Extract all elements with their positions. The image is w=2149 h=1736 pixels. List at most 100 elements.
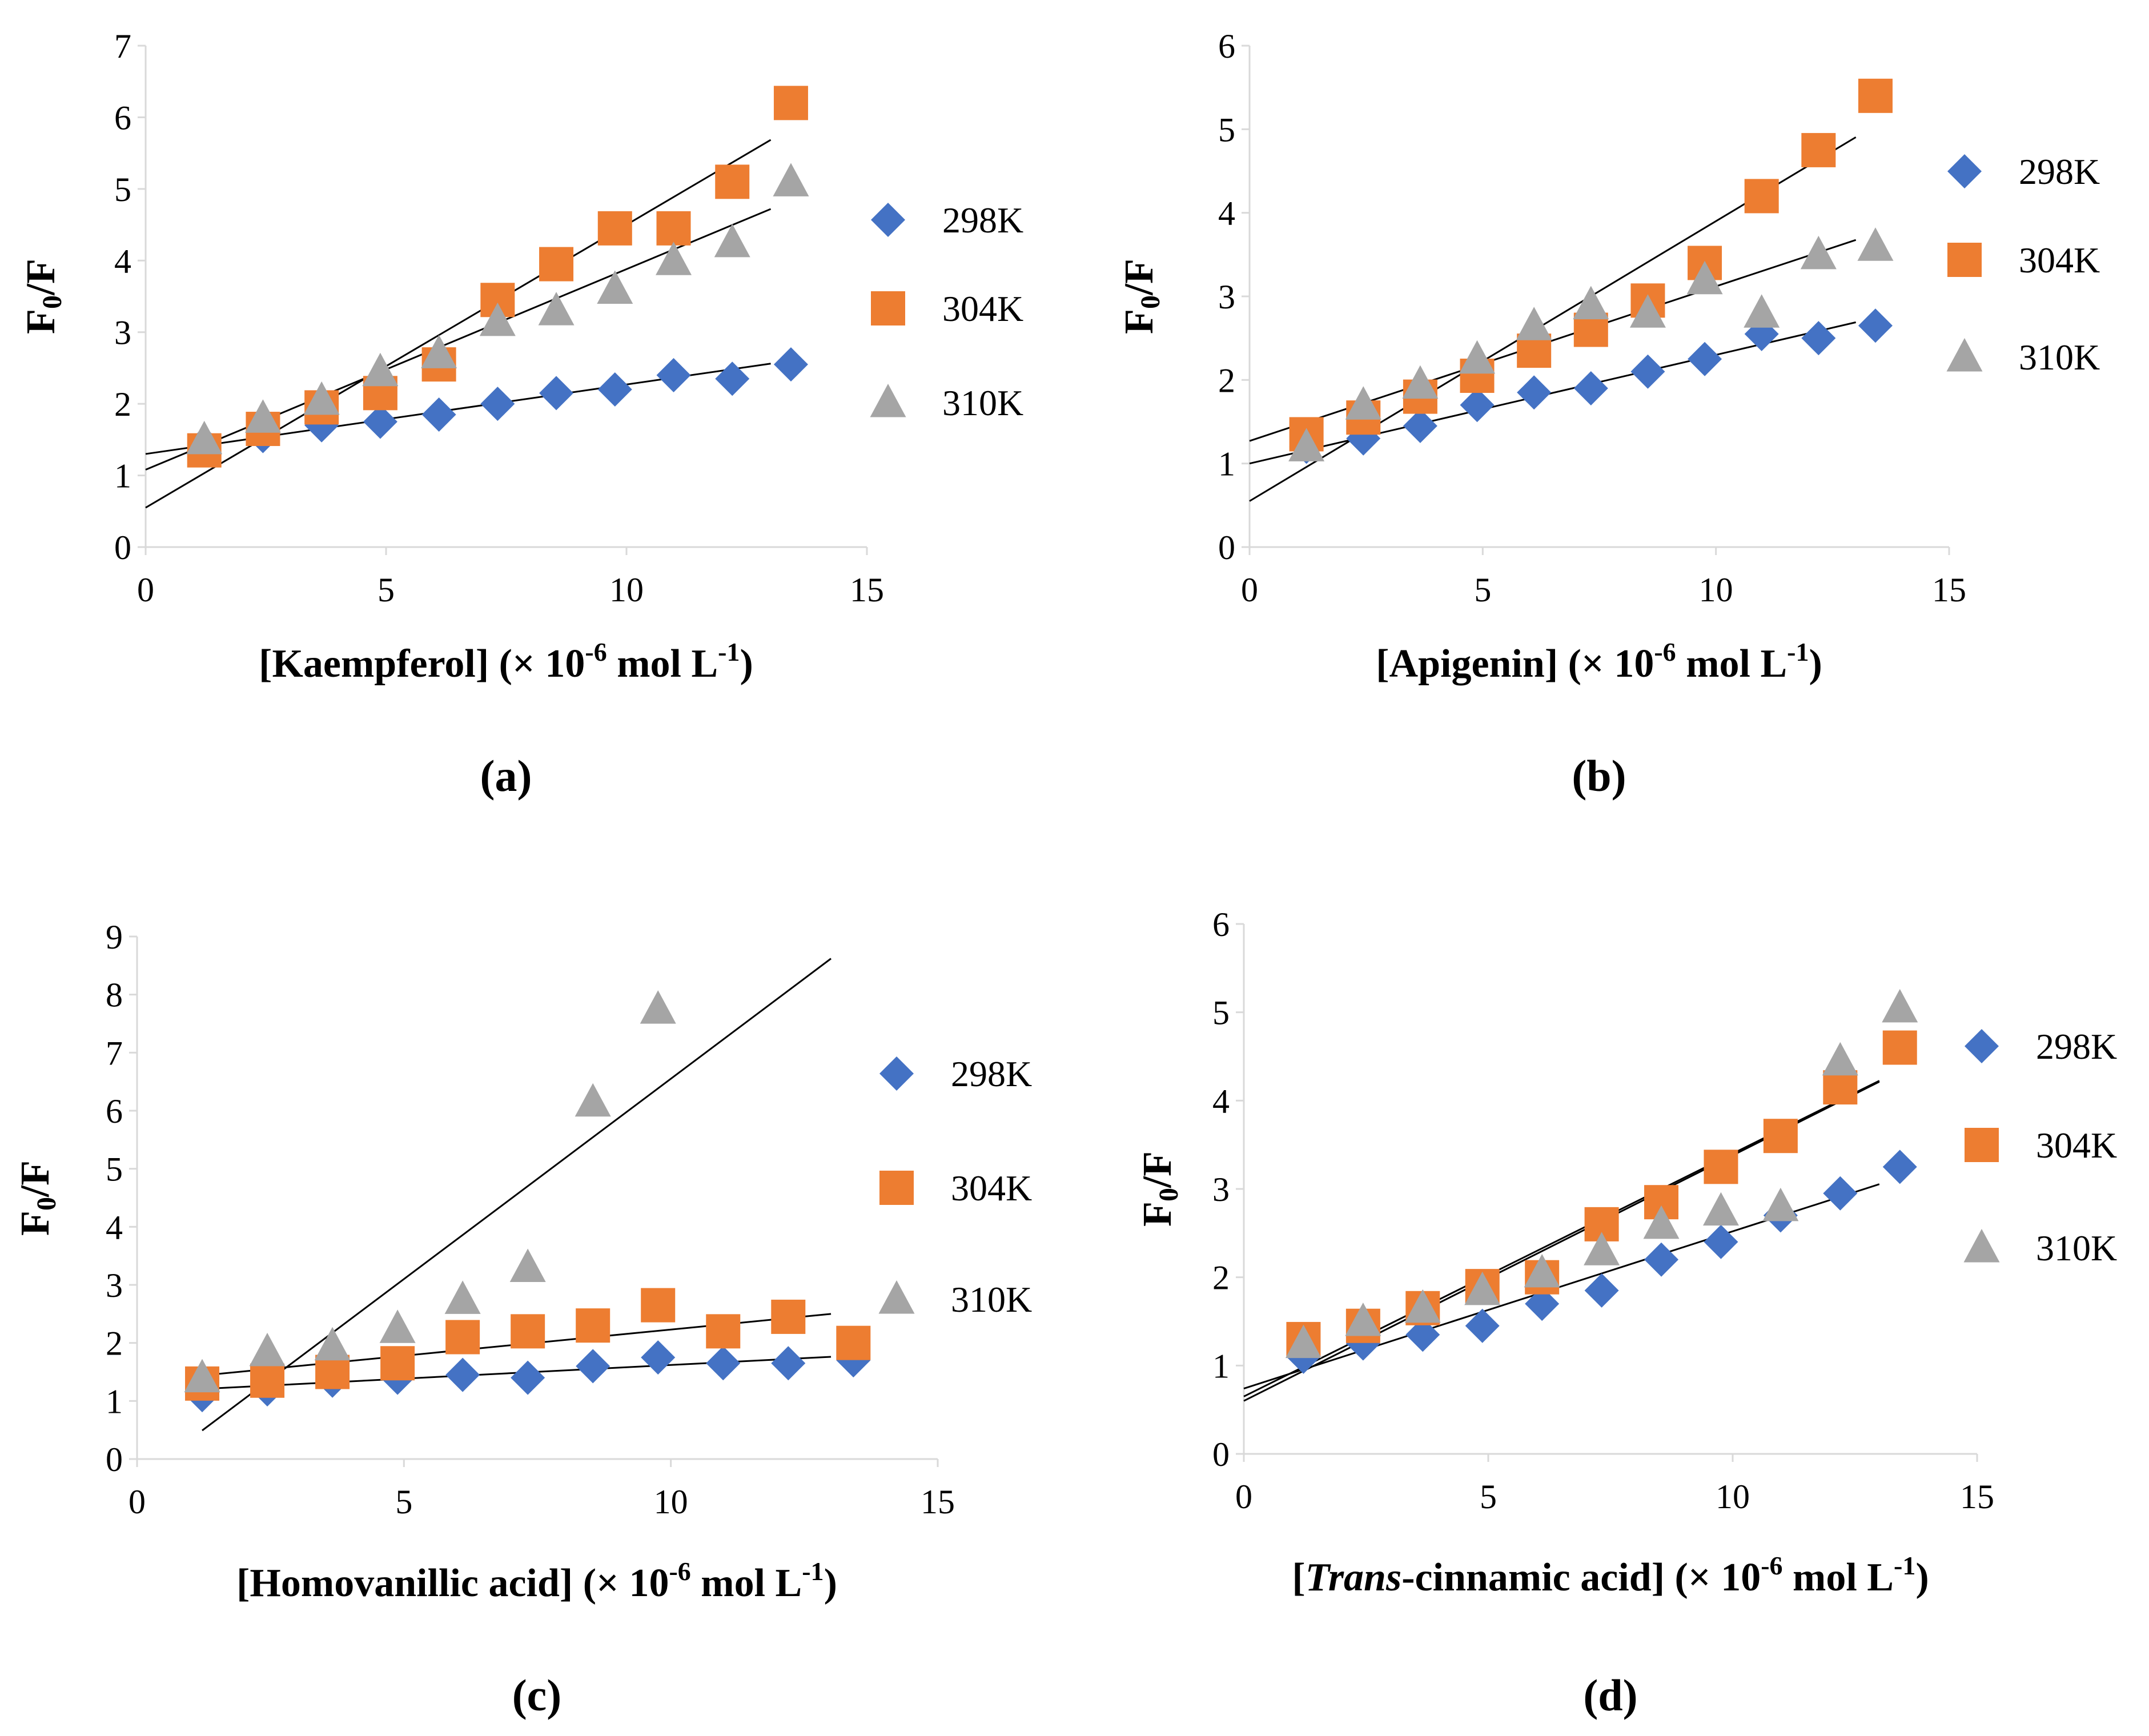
y-axis-label: F0/F [1134,1151,1184,1227]
point-310K [714,223,750,258]
x-tick-label: 10 [609,571,644,609]
point-298K [1858,308,1893,343]
point-310K [186,420,223,455]
point-298K [656,357,691,392]
point-298K [773,347,808,382]
legend-marker-310K [1946,338,1983,372]
point-298K [715,361,750,396]
point-310K [509,1248,546,1282]
x-tick-label: 15 [850,571,884,609]
y-tick-label: 1 [1218,445,1235,483]
point-298K [511,1360,545,1395]
point-310K [1345,386,1381,420]
point-304K [773,86,808,120]
y-tick-label: 3 [114,314,131,352]
legend-label-310K: 310K [2036,1228,2117,1268]
y-tick-label: 6 [1212,906,1230,943]
point-304K [1801,132,1836,167]
point-310K [597,270,633,304]
point-310K [1702,1192,1739,1226]
point-310K [1404,1289,1441,1323]
legend-label-310K: 310K [951,1279,1032,1320]
point-310K [575,1083,611,1117]
point-298K [1517,375,1552,410]
point-298K [597,372,632,407]
point-304K [1744,179,1779,214]
point-298K [1644,1242,1679,1277]
point-298K [1630,354,1665,389]
point-310K [1584,1232,1620,1265]
point-304K [511,1314,545,1349]
point-304K [1858,78,1893,113]
point-310K [640,990,676,1024]
point-298K [576,1349,610,1384]
point-298K [1525,1287,1560,1321]
point-298K [771,1346,806,1381]
x-tick-label: 15 [1932,571,1966,609]
y-tick-label: 2 [106,1325,123,1363]
point-310K [1800,235,1837,270]
point-304K [250,1363,285,1398]
panel-a: 0 1 2 3 4 5 6 7 0 5 10 15 298K 304K 310K F0/F [Kaempfero… [18,27,1023,801]
point-304K [641,1288,676,1323]
y-tick-label: 5 [1218,111,1235,148]
legend-marker-304K [871,291,905,326]
y-tick-label: 0 [1218,529,1235,566]
panel-label: (c) [512,1670,562,1720]
legend-marker-304K [1965,1128,1999,1162]
point-304K [1763,1119,1798,1154]
point-298K [1405,1317,1440,1352]
point-304K [380,1346,415,1381]
y-tick-label: 0 [1212,1436,1230,1473]
x-tick-label: 15 [921,1483,955,1521]
y-axis-label: F0/F [1116,259,1166,334]
point-310K [1744,294,1780,328]
y-tick-label: 4 [1218,195,1235,232]
point-304K [597,211,632,246]
point-304K [1882,1030,1917,1065]
point-298K [445,1357,480,1392]
x-tick-label: 15 [1960,1478,1994,1516]
point-298K [1823,1176,1858,1211]
y-tick-label: 1 [114,457,131,495]
y-tick-label: 9 [106,918,123,956]
point-304K [836,1325,871,1360]
legend-label-310K: 310K [942,383,1023,423]
point-298K [1460,388,1495,423]
legend-marker-304K [1947,243,1982,277]
x-tick-label: 0 [1241,571,1258,609]
y-tick-label: 8 [106,976,123,1014]
point-304K [656,211,691,246]
legend-label-298K: 298K [942,200,1023,240]
x-tick-label: 0 [1235,1478,1252,1516]
legend-marker-304K [879,1171,914,1205]
y-tick-label: 1 [1212,1347,1230,1385]
y-tick-label: 0 [106,1441,123,1478]
x-tick-label: 0 [128,1483,146,1521]
x-axis-label: [Trans-cinnamic acid] (× 10-6 mol L-1) [1292,1551,1929,1600]
point-310K [314,1327,351,1361]
point-310K [479,302,516,336]
trendline-304K [145,139,772,509]
y-tick-label: 4 [114,242,131,280]
point-310K [1285,1324,1321,1359]
y-tick-label: 3 [1218,278,1235,316]
y-tick-label: 5 [1212,994,1230,1032]
y-tick-label: 5 [114,171,131,208]
point-298K [1465,1308,1500,1343]
y-tick-label: 1 [106,1383,123,1420]
x-axis-label: [Homovanillic acid] (× 10-6 mol L-1) [236,1557,837,1605]
y-axis-label: F0/F [12,1160,62,1236]
point-310K [362,352,399,387]
point-310K [1822,1042,1858,1076]
y-tick-label: 2 [1218,361,1235,399]
y-tick-label: 4 [1212,1082,1230,1120]
point-310K [1573,286,1609,320]
y-tick-label: 6 [106,1092,123,1130]
legend-label-304K: 304K [2036,1125,2117,1166]
point-298K [1573,371,1608,405]
point-310K [444,1280,481,1314]
point-298K [1403,408,1437,443]
point-310K [421,335,457,368]
